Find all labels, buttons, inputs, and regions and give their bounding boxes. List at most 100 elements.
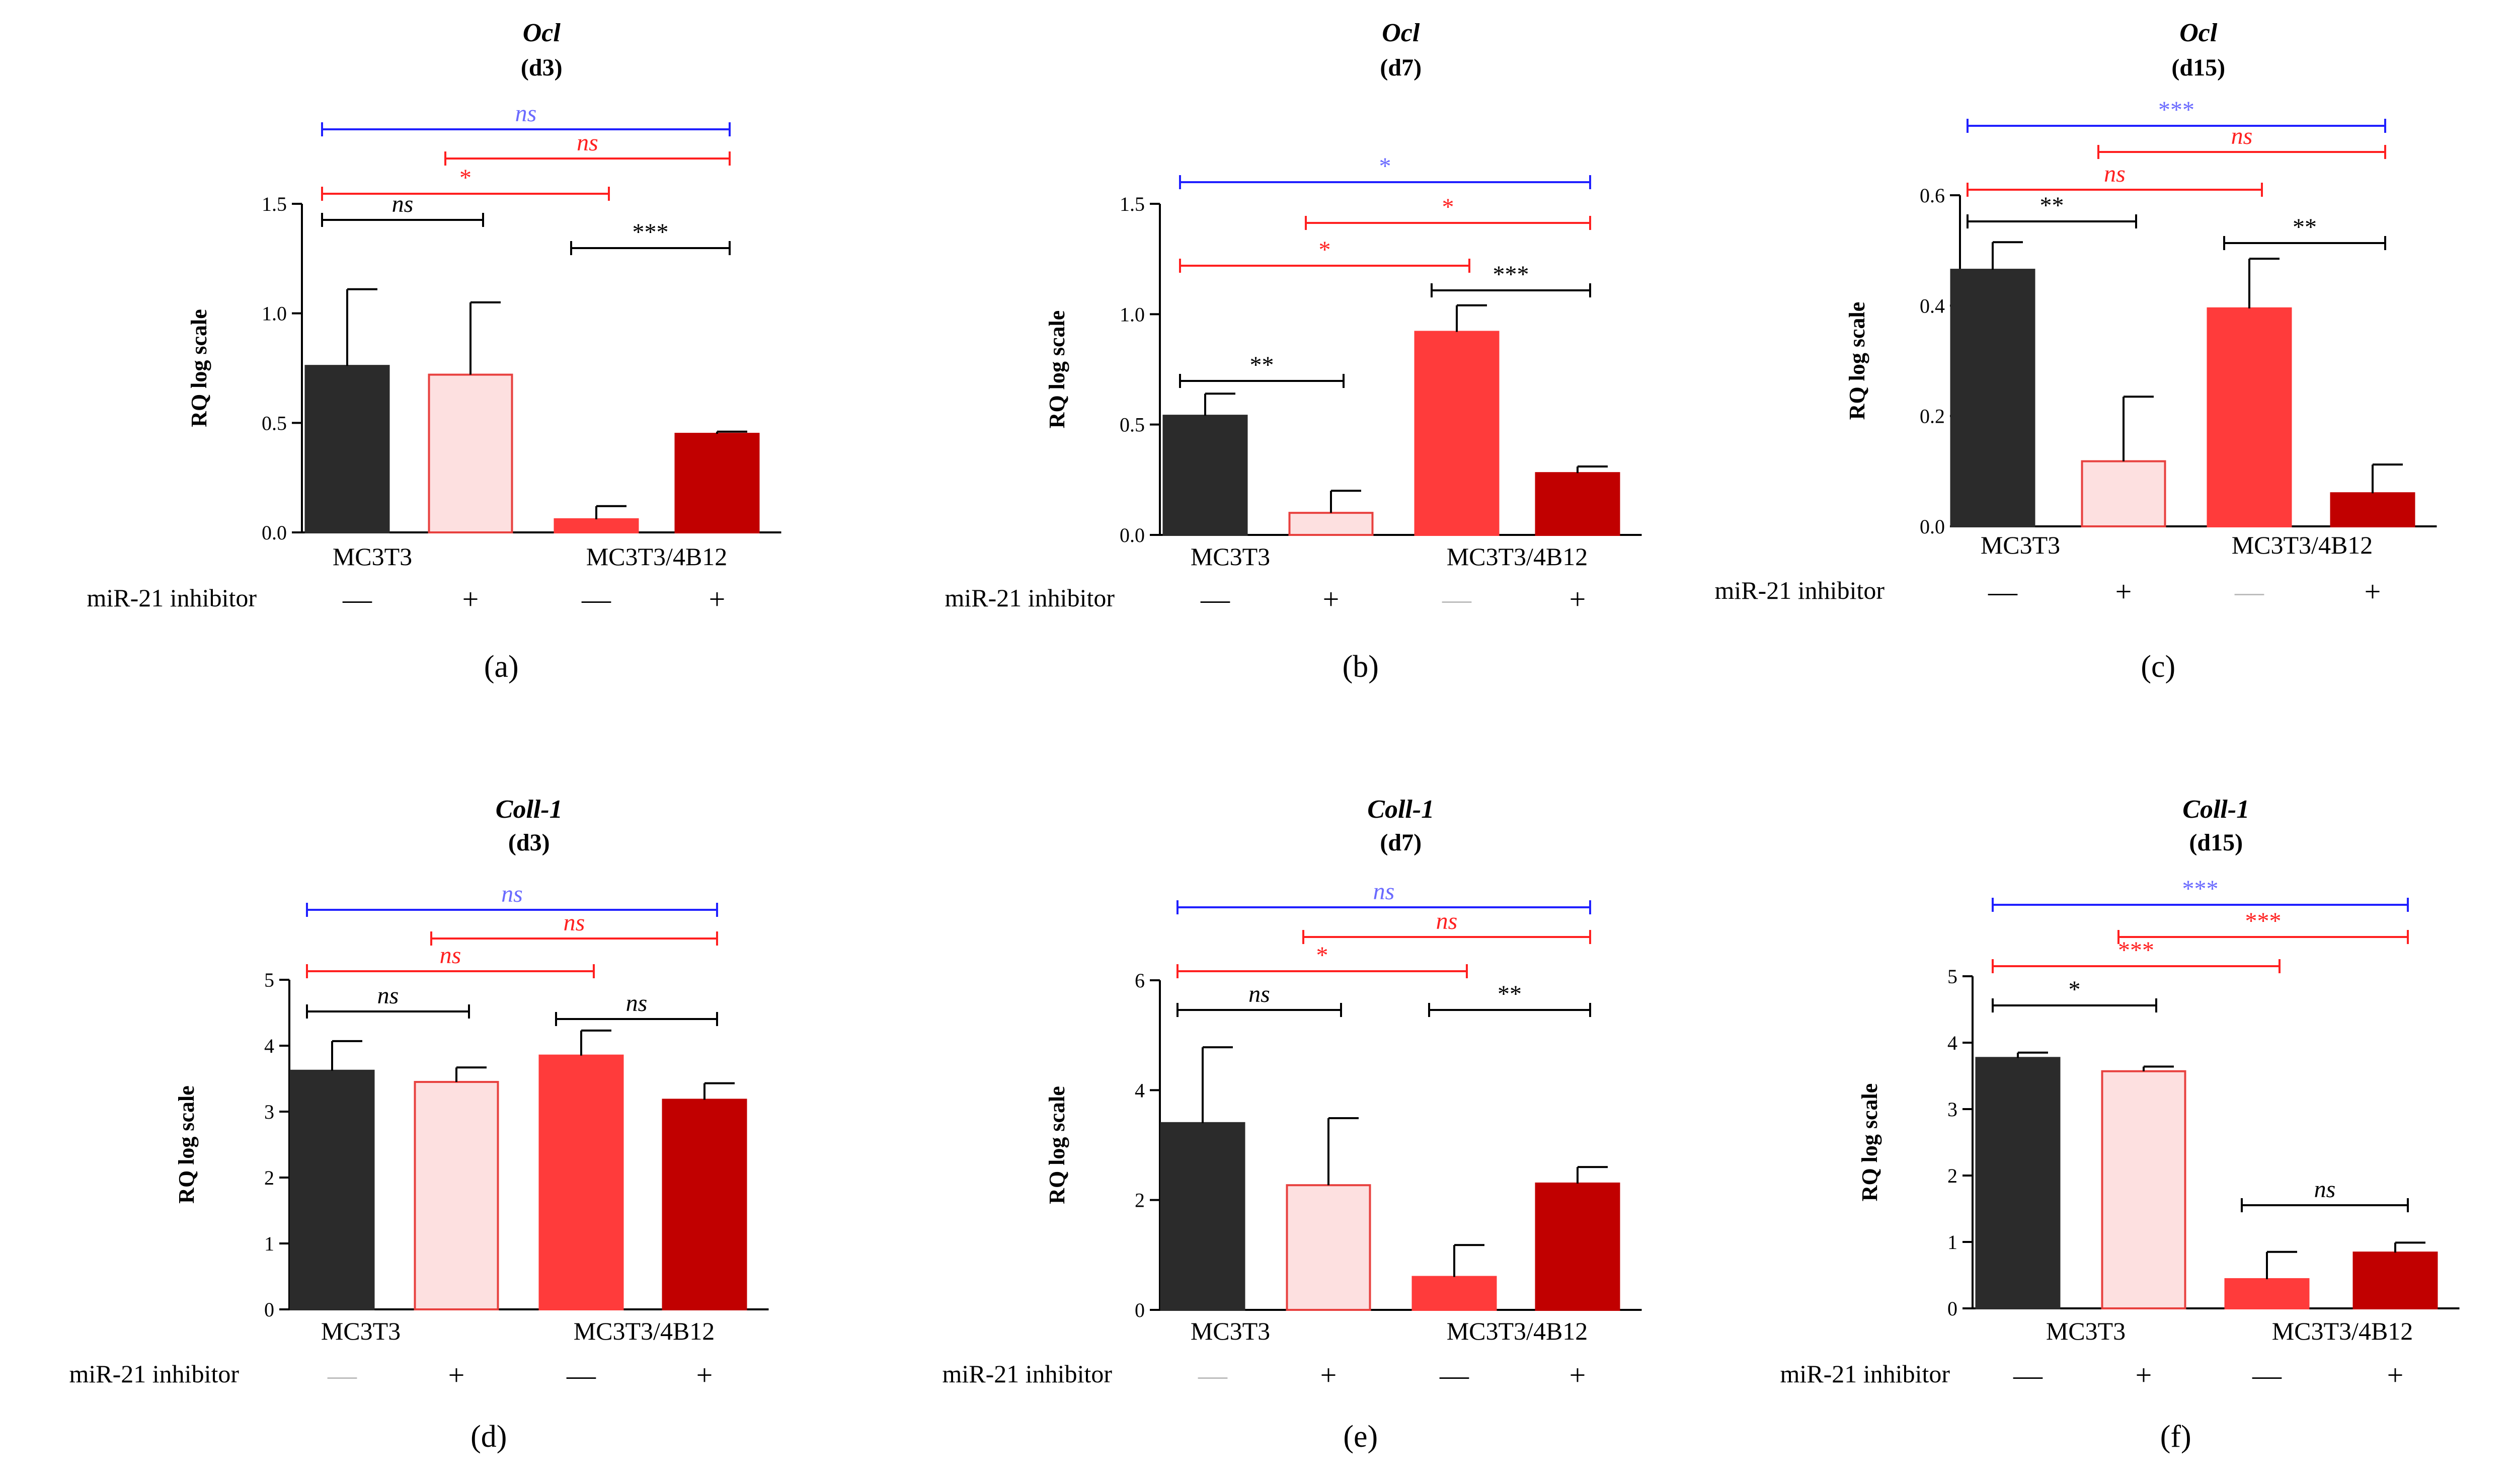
y-tick-label: 2 xyxy=(1135,1189,1145,1212)
inhibitor-mark: + xyxy=(448,1359,465,1391)
sig-label: ns xyxy=(577,129,598,156)
chart-title-timepoint: (d3) xyxy=(521,54,563,81)
bar-4 xyxy=(2330,492,2415,528)
bar-2 xyxy=(1286,1184,1371,1311)
category-label: MC3T3 xyxy=(2046,1317,2126,1345)
bar-3 xyxy=(1411,1276,1497,1311)
sig-label: *** xyxy=(2245,908,2282,934)
bar-1 xyxy=(1160,1122,1245,1311)
y-tick-label: 0.0 xyxy=(262,521,287,544)
y-tick-label: 4 xyxy=(1947,1032,1957,1054)
sig-label: ns xyxy=(1436,908,1458,934)
sig-label: *** xyxy=(2118,937,2154,964)
bar-2 xyxy=(428,373,513,533)
y-axis-label: RQ log scale xyxy=(187,309,211,427)
sig-label: ns xyxy=(501,881,523,907)
panel-label: (c) xyxy=(2141,650,2175,684)
panel-b: Ocl(d7)0.00.51.01.5RQ log scale********M… xyxy=(945,19,1642,684)
chart-title-gene: Coll-1 xyxy=(1367,795,1434,824)
y-axis-label: RQ log scale xyxy=(174,1085,199,1204)
y-tick-label: 0 xyxy=(1135,1299,1145,1321)
panel-a: Ocl (d3) 0.0 0.5 1.0 1.5 RQ log scale ns ns * ns **… xyxy=(87,19,781,684)
sig-label: ** xyxy=(1250,352,1274,378)
inhibitor-mark: + xyxy=(709,583,726,615)
inhibitor-mark: — xyxy=(2013,1359,2043,1391)
bar-1 xyxy=(304,365,390,533)
sig-label: ns xyxy=(2314,1176,2336,1203)
panel-e: Coll-1 (d7) 0 2 4 6 RQ log scale ns ns * ns ** MC3T3… xyxy=(943,795,1642,1454)
bar-2 xyxy=(414,1081,499,1311)
bar-1 xyxy=(1950,269,2035,527)
category-label: MC3T3 xyxy=(1191,542,1270,571)
chart-title-gene: Ocl xyxy=(2179,19,2218,47)
sig-label: * xyxy=(1379,153,1391,180)
bar-3 xyxy=(2224,1278,2310,1309)
y-tick-label: 3 xyxy=(264,1101,274,1123)
y-tick-label: 0.0 xyxy=(1920,515,1945,538)
sig-label: ns xyxy=(564,909,585,936)
y-tick-label: 1.5 xyxy=(262,193,287,215)
inhibitor-row-label: miR-21 inhibitor xyxy=(1780,1360,1950,1388)
category-label: MC3T3 xyxy=(1191,1317,1270,1345)
sig-label: ns xyxy=(515,100,537,127)
category-label: MC3T3/4B12 xyxy=(1447,542,1588,571)
y-tick-label: 3 xyxy=(1947,1098,1957,1121)
inhibitor-row-label: miR-21 inhibitor xyxy=(1715,576,1885,604)
panel-label: (d) xyxy=(470,1420,507,1454)
inhibitor-mark: + xyxy=(462,583,479,615)
category-label: MC3T3/4B12 xyxy=(2272,1317,2413,1345)
bar-1 xyxy=(1975,1057,2061,1310)
category-label: MC3T3/4B12 xyxy=(2232,531,2373,559)
chart-title-timepoint: (d3) xyxy=(508,829,550,856)
category-label: MC3T3/4B12 xyxy=(586,542,728,571)
bar-1 xyxy=(1162,415,1248,536)
panel-label: (a) xyxy=(484,650,519,684)
inhibitor-mark: + xyxy=(2387,1359,2404,1391)
sig-label: ns xyxy=(377,982,399,1009)
sig-label: ns xyxy=(2231,123,2253,149)
inhibitor-mark: — xyxy=(1200,583,1230,615)
bar-1 xyxy=(289,1069,375,1311)
bar-3 xyxy=(1414,331,1500,536)
inhibitor-mark: + xyxy=(1320,1359,1337,1391)
chart-title-gene: Coll-1 xyxy=(496,795,563,824)
category-label: MC3T3 xyxy=(1981,531,2060,559)
sig-label: *** xyxy=(633,219,669,246)
category-label: MC3T3 xyxy=(321,1317,401,1345)
inhibitor-mark: + xyxy=(1569,1359,1586,1391)
sig-label: * xyxy=(1319,237,1331,263)
y-tick-label: 0.5 xyxy=(1120,414,1145,436)
bar-3 xyxy=(538,1054,624,1310)
inhibitor-mark: + xyxy=(2365,575,2381,608)
y-tick-label: 0.0 xyxy=(1120,524,1145,546)
y-axis-label: RQ log scale xyxy=(1045,310,1069,429)
category-label: MC3T3 xyxy=(333,542,412,571)
y-tick-label: 5 xyxy=(264,969,274,991)
chart-title-gene: Ocl xyxy=(523,19,561,47)
sig-label: ** xyxy=(2040,192,2064,219)
category-label: MC3T3/4B12 xyxy=(574,1317,715,1345)
y-tick-label: 4 xyxy=(264,1035,274,1057)
inhibitor-mark: — xyxy=(1442,583,1472,615)
panel-d: Coll-1 (d3) 0 1 2 3 4 5 RQ log scale ns ns ns ns ns MC… xyxy=(69,795,769,1454)
inhibitor-row-label: miR-21 inhibitor xyxy=(87,584,257,612)
inhibitor-mark: — xyxy=(342,583,372,615)
y-axis-label: RQ log scale xyxy=(1857,1083,1882,1202)
y-tick-label: 0.4 xyxy=(1920,294,1945,317)
category-label: MC3T3/4B12 xyxy=(1447,1317,1588,1345)
panel-label: (b) xyxy=(1343,650,1379,684)
y-axis-label: RQ log scale xyxy=(1045,1086,1069,1204)
inhibitor-mark: + xyxy=(1323,583,1340,615)
panel-c: Ocl (d15) 0.0 0.2 0.4 0.6 RQ log scale *** ns ns *… xyxy=(1715,19,2437,684)
inhibitor-row-label: miR-21 inhibitor xyxy=(945,584,1115,612)
sig-label: ns xyxy=(1373,878,1395,905)
bar-4 xyxy=(2352,1252,2438,1310)
bar-2 xyxy=(2081,460,2166,527)
inhibitor-mark: + xyxy=(2115,575,2132,608)
inhibitor-mark: + xyxy=(2136,1359,2152,1391)
y-tick-label: 1.0 xyxy=(262,302,287,325)
y-axis-label: RQ log scale xyxy=(1845,302,1869,420)
sig-label: ns xyxy=(626,990,648,1017)
y-tick-label: 2 xyxy=(1947,1164,1957,1187)
